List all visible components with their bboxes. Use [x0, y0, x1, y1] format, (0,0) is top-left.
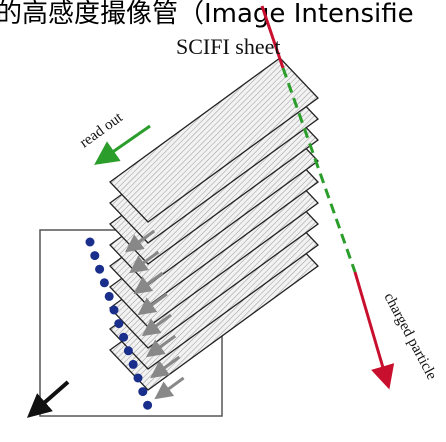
hit-dot: [123, 346, 133, 356]
hit-dot: [99, 278, 109, 288]
hit-dots: [85, 237, 153, 410]
caption: 的高感度撮像管（Image Intensifie: [0, 0, 414, 29]
hit-dot: [85, 237, 95, 247]
fiber-arrow: [129, 250, 160, 274]
readout-arrow: [94, 124, 151, 165]
fiber-arrow: [124, 229, 156, 253]
fiber-arrow: [137, 292, 168, 316]
particle-track: [260, 5, 285, 69]
track-inside: [281, 67, 357, 273]
hit-dot: [109, 305, 119, 315]
particle-exit: [353, 271, 395, 390]
hit-dot: [95, 264, 105, 274]
sheet: [109, 57, 319, 223]
hit-dot: [133, 373, 143, 383]
hit-dot: [90, 251, 100, 261]
hit-dot: [119, 332, 129, 342]
fiber-arrow: [145, 334, 177, 358]
readout-label: read out: [77, 109, 126, 151]
fiber-arrow: [150, 355, 181, 379]
sheet-label: SCIFI sheet: [176, 34, 281, 59]
hit-dot: [104, 291, 114, 301]
fiber-arrow: [133, 271, 164, 295]
fiber-arrow: [154, 376, 185, 400]
fiber-arrow: [141, 313, 172, 337]
particle-label: charged particle: [380, 290, 439, 383]
hit-dot: [138, 387, 148, 397]
sheet-stack: [109, 57, 319, 400]
output-arrow: [26, 380, 70, 418]
hit-dot: [128, 359, 138, 369]
hit-dot: [143, 400, 153, 410]
hit-dot: [114, 319, 124, 329]
